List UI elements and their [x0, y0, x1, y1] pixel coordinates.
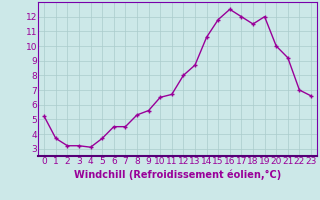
X-axis label: Windchill (Refroidissement éolien,°C): Windchill (Refroidissement éolien,°C): [74, 169, 281, 180]
